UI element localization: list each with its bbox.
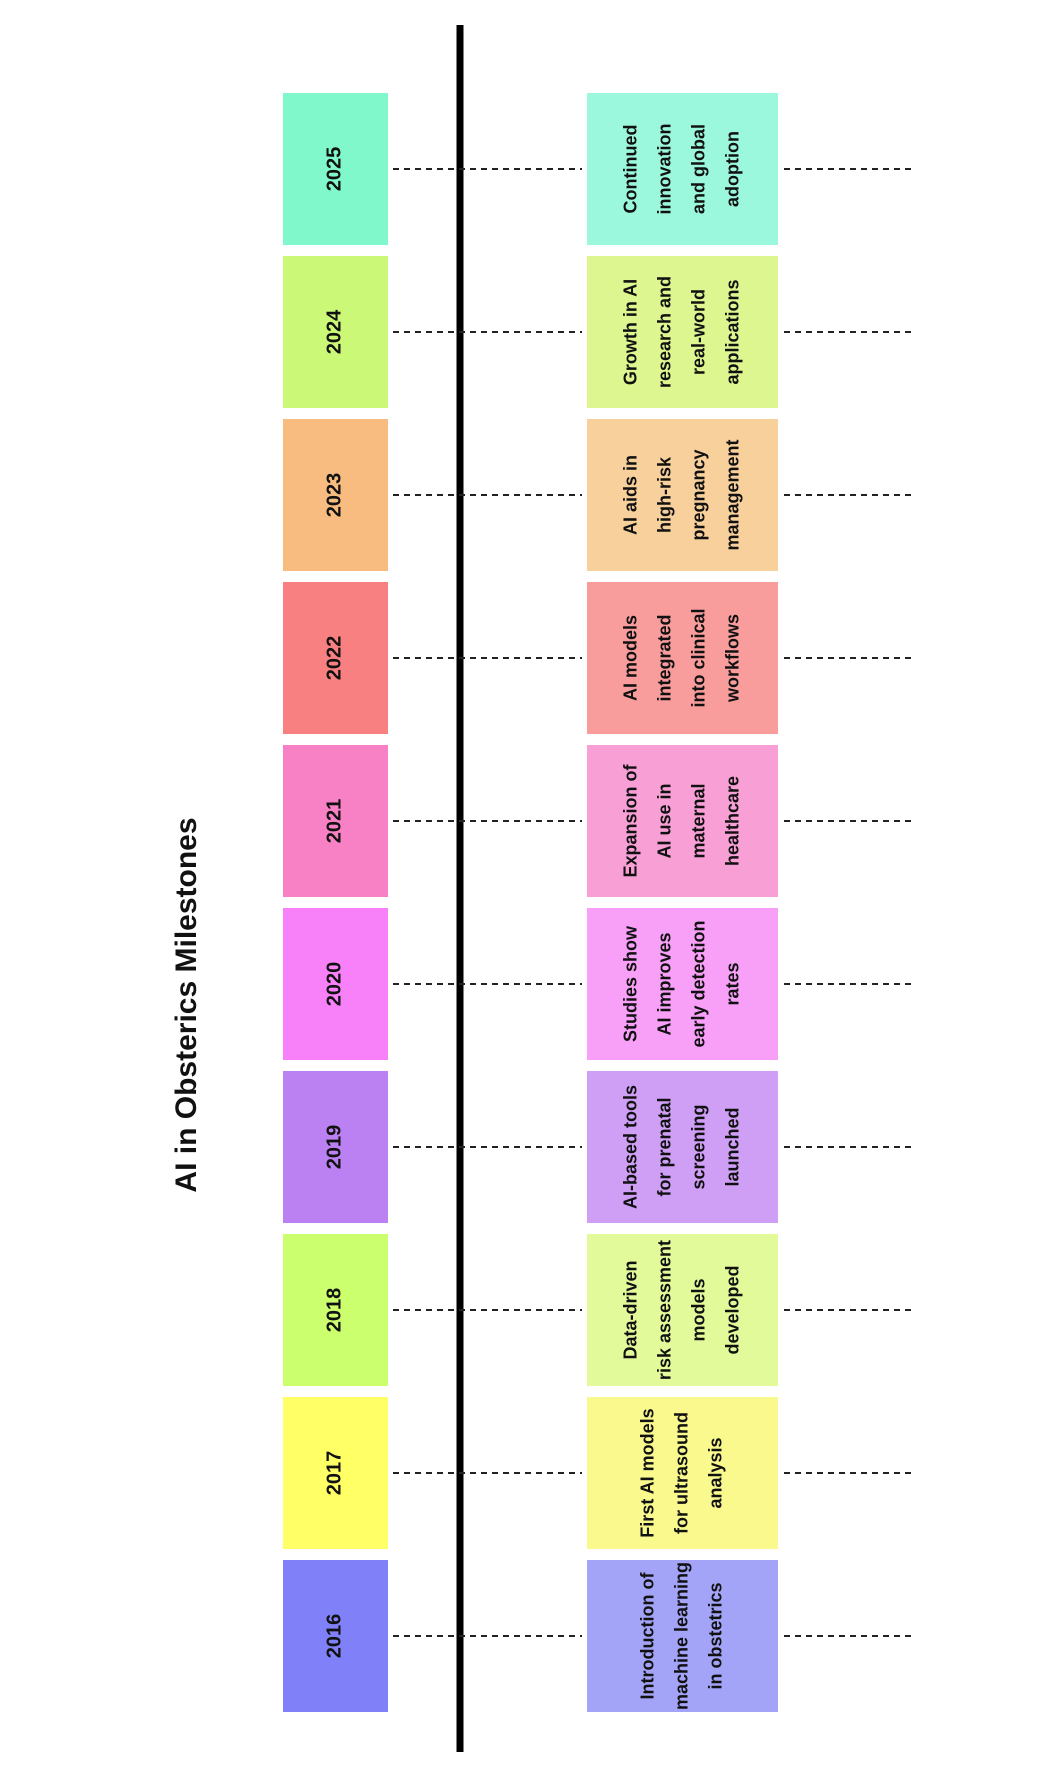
description-box [587,908,778,1060]
description-line: into clinical [688,608,708,707]
year-box [283,1560,388,1712]
description-line: models [688,1278,708,1341]
year-label: 2017 [323,1451,345,1496]
description-line: pregnancy [688,449,708,540]
description-line: First AI models [637,1408,657,1537]
description-line: AI improves [654,932,674,1035]
description-line: for ultrasound [671,1412,691,1534]
description-line: workflows [722,614,742,703]
description-line: integrated [654,614,674,701]
description-line: and global [688,124,708,214]
description-box [587,256,778,408]
description-line: applications [722,279,742,384]
year-label: 2025 [323,147,345,192]
description-line: launched [722,1107,742,1186]
description-line: research and [654,276,674,388]
description-line: AI models [620,615,640,701]
description-box [587,419,778,571]
year-box [283,582,388,734]
description-line: Continued [620,125,640,214]
description-box [587,582,778,734]
description-line: screening [688,1104,708,1189]
description-box [587,93,778,245]
year-label: 2020 [323,962,345,1007]
description-line: healthcare [722,776,742,866]
description-line: for prenatal [654,1097,674,1196]
description-line: Introduction of [637,1572,657,1700]
description-line: Studies show [620,925,640,1042]
year-label: 2021 [323,799,345,844]
description-line: Growth in AI [620,279,640,385]
description-box [587,745,778,897]
year-label: 2022 [323,636,345,681]
description-line: machine learning [671,1562,691,1710]
description-box [587,1234,778,1386]
description-box [587,1560,778,1712]
title: AI in Obsterics Milestones [170,817,203,1192]
description-line: management [722,439,742,550]
year-box [283,1071,388,1223]
description-line: innovation [654,124,674,215]
description-line: AI aids in [620,455,640,535]
description-line: in obstetrics [705,1582,725,1689]
year-box [283,256,388,408]
year-label: 2019 [323,1125,345,1170]
description-line: adoption [722,131,742,207]
year-label: 2023 [323,473,345,518]
description-line: risk assessment [654,1240,674,1380]
year-box [283,1234,388,1386]
year-box [283,745,388,897]
description-line: Data-driven [620,1260,640,1359]
description-line: analysis [705,1437,725,1508]
year-box [283,908,388,1060]
description-box [587,1071,778,1223]
year-label: 2024 [323,309,345,354]
year-box [283,1397,388,1549]
description-line: early detection [688,920,708,1047]
year-label: 2018 [323,1288,345,1333]
description-line: high-risk [654,456,674,533]
description-line: developed [722,1265,742,1354]
description-line: Expansion of [620,763,640,877]
description-line: real-world [688,289,708,375]
description-line: AI use in [654,783,674,858]
year-box [283,93,388,245]
description-line: AI-based tools [620,1085,640,1209]
description-box [587,1397,778,1549]
year-box [283,419,388,571]
description-line: rates [722,962,742,1005]
year-label: 2016 [323,1614,345,1659]
description-line: maternal [688,783,708,858]
